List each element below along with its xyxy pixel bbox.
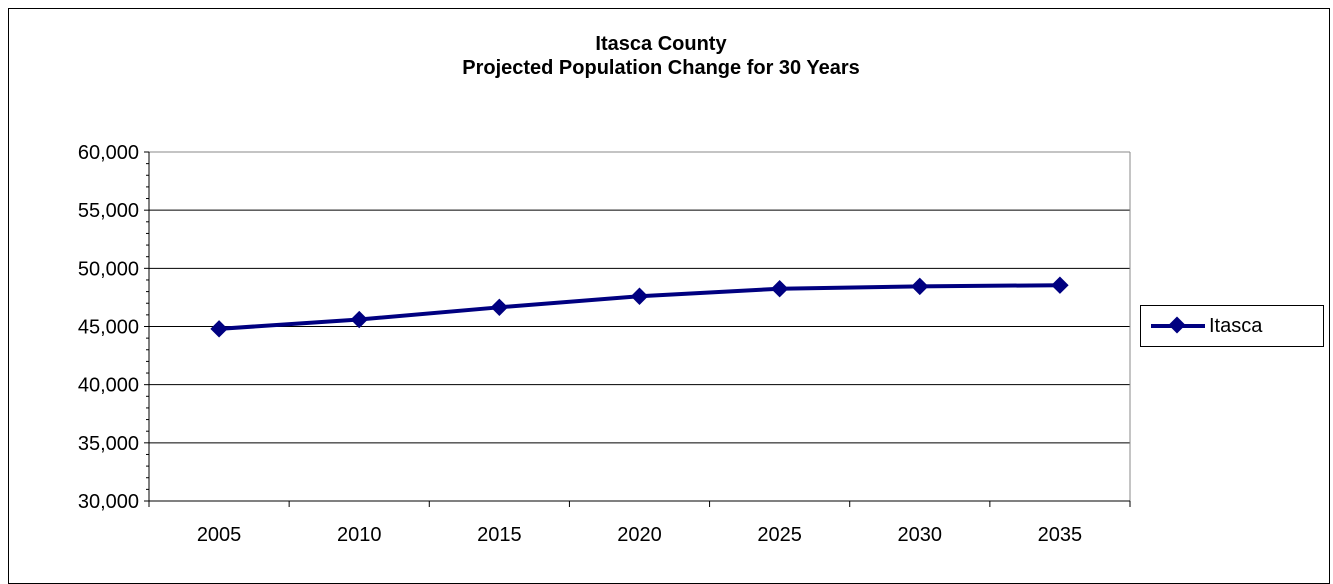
chart-title: Itasca County [595, 33, 727, 55]
data-point [1051, 276, 1069, 294]
x-tick-label: 2010 [337, 524, 382, 546]
y-tick-label: 60,000 [78, 142, 139, 164]
x-tick-label: 2005 [197, 524, 242, 546]
data-point [770, 279, 789, 298]
chart-title-block: Itasca County Projected Population Chang… [0, 32, 1322, 80]
x-tick-label: 2030 [898, 524, 943, 546]
data-point [630, 287, 649, 305]
legend-label-itasca: Itasca [1209, 314, 1263, 337]
x-tick-label: 2015 [477, 524, 522, 546]
x-tick-label: 2020 [617, 524, 662, 546]
y-tick-label: 40,000 [78, 375, 139, 397]
y-tick-label: 35,000 [78, 433, 139, 455]
data-point [490, 298, 509, 317]
y-tick-label: 55,000 [78, 200, 139, 222]
data-point [911, 277, 929, 296]
data-point [350, 310, 368, 329]
data-point [210, 320, 228, 338]
y-tick-label: 30,000 [78, 491, 139, 513]
x-tick-label: 2025 [757, 524, 802, 546]
chart-legend: Itasca [1140, 305, 1324, 347]
legend-marker [1168, 316, 1186, 334]
x-tick-label: 2035 [1038, 524, 1083, 546]
y-tick-label: 45,000 [78, 317, 139, 339]
chart-subtitle: Projected Population Change for 30 Years [462, 57, 860, 79]
legend-swatch [1151, 316, 1205, 336]
y-tick-label: 50,000 [78, 258, 139, 280]
